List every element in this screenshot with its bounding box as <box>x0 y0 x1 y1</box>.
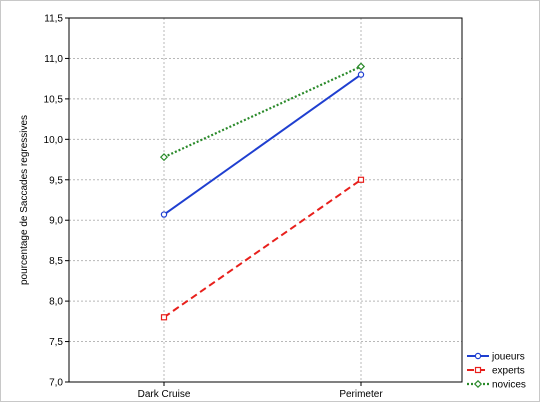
series-line-novices <box>163 65 362 159</box>
y-tick-label: 11,0 <box>44 54 63 65</box>
legend-item-novices: novices <box>467 380 526 391</box>
x-tick-label: Perimeter <box>339 389 383 400</box>
series-novices <box>159 62 366 162</box>
legend-label-novices: novices <box>492 380 526 391</box>
y-tick-label: 9,0 <box>49 216 63 227</box>
data-point-experts <box>357 176 365 183</box>
data-point-joueurs <box>160 211 168 218</box>
series-lines <box>159 62 366 321</box>
legend-marker-experts <box>474 366 482 374</box>
series-line-joueurs <box>163 73 362 216</box>
x-tick-label: Dark Cruise <box>138 389 191 400</box>
legend-marker-joueurs <box>474 352 482 360</box>
legend-marker-novices <box>473 379 483 389</box>
y-tick-label: 9,5 <box>49 175 63 186</box>
legend-label-joueurs: joueurs <box>491 352 525 363</box>
legend-item-experts: experts <box>467 366 525 377</box>
grid <box>69 18 462 382</box>
x-axis-ticks: Dark Cruise Perimeter <box>138 382 383 400</box>
data-point-novices <box>159 153 169 162</box>
y-tick-label: 7,0 <box>49 378 63 389</box>
data-point-joueurs <box>357 71 365 78</box>
y-tick-label: 10,5 <box>44 94 64 105</box>
series-experts <box>160 176 365 321</box>
legend-label-experts: experts <box>492 366 525 377</box>
y-tick-label: 10,0 <box>44 135 64 146</box>
y-axis-label: pourcentage de Saccades regressives <box>19 115 30 285</box>
y-tick-label: 8,5 <box>49 256 63 267</box>
series-line-experts <box>163 178 362 319</box>
y-tick-label: 8,0 <box>49 297 63 308</box>
y-tick-label: 11,5 <box>44 14 63 25</box>
data-point-experts <box>160 314 168 321</box>
legend-item-joueurs: joueurs <box>467 352 525 363</box>
plot-area-border <box>68 17 463 383</box>
data-point-novices <box>356 62 366 71</box>
y-tick-label: 7,5 <box>49 337 63 348</box>
legend: joueurs experts novices <box>467 352 526 391</box>
series-joueurs <box>160 71 365 218</box>
y-axis-ticks: 7,0 7,5 8,0 8,5 9,0 9,5 10,0 10,5 11,0 11,5 <box>44 14 69 389</box>
